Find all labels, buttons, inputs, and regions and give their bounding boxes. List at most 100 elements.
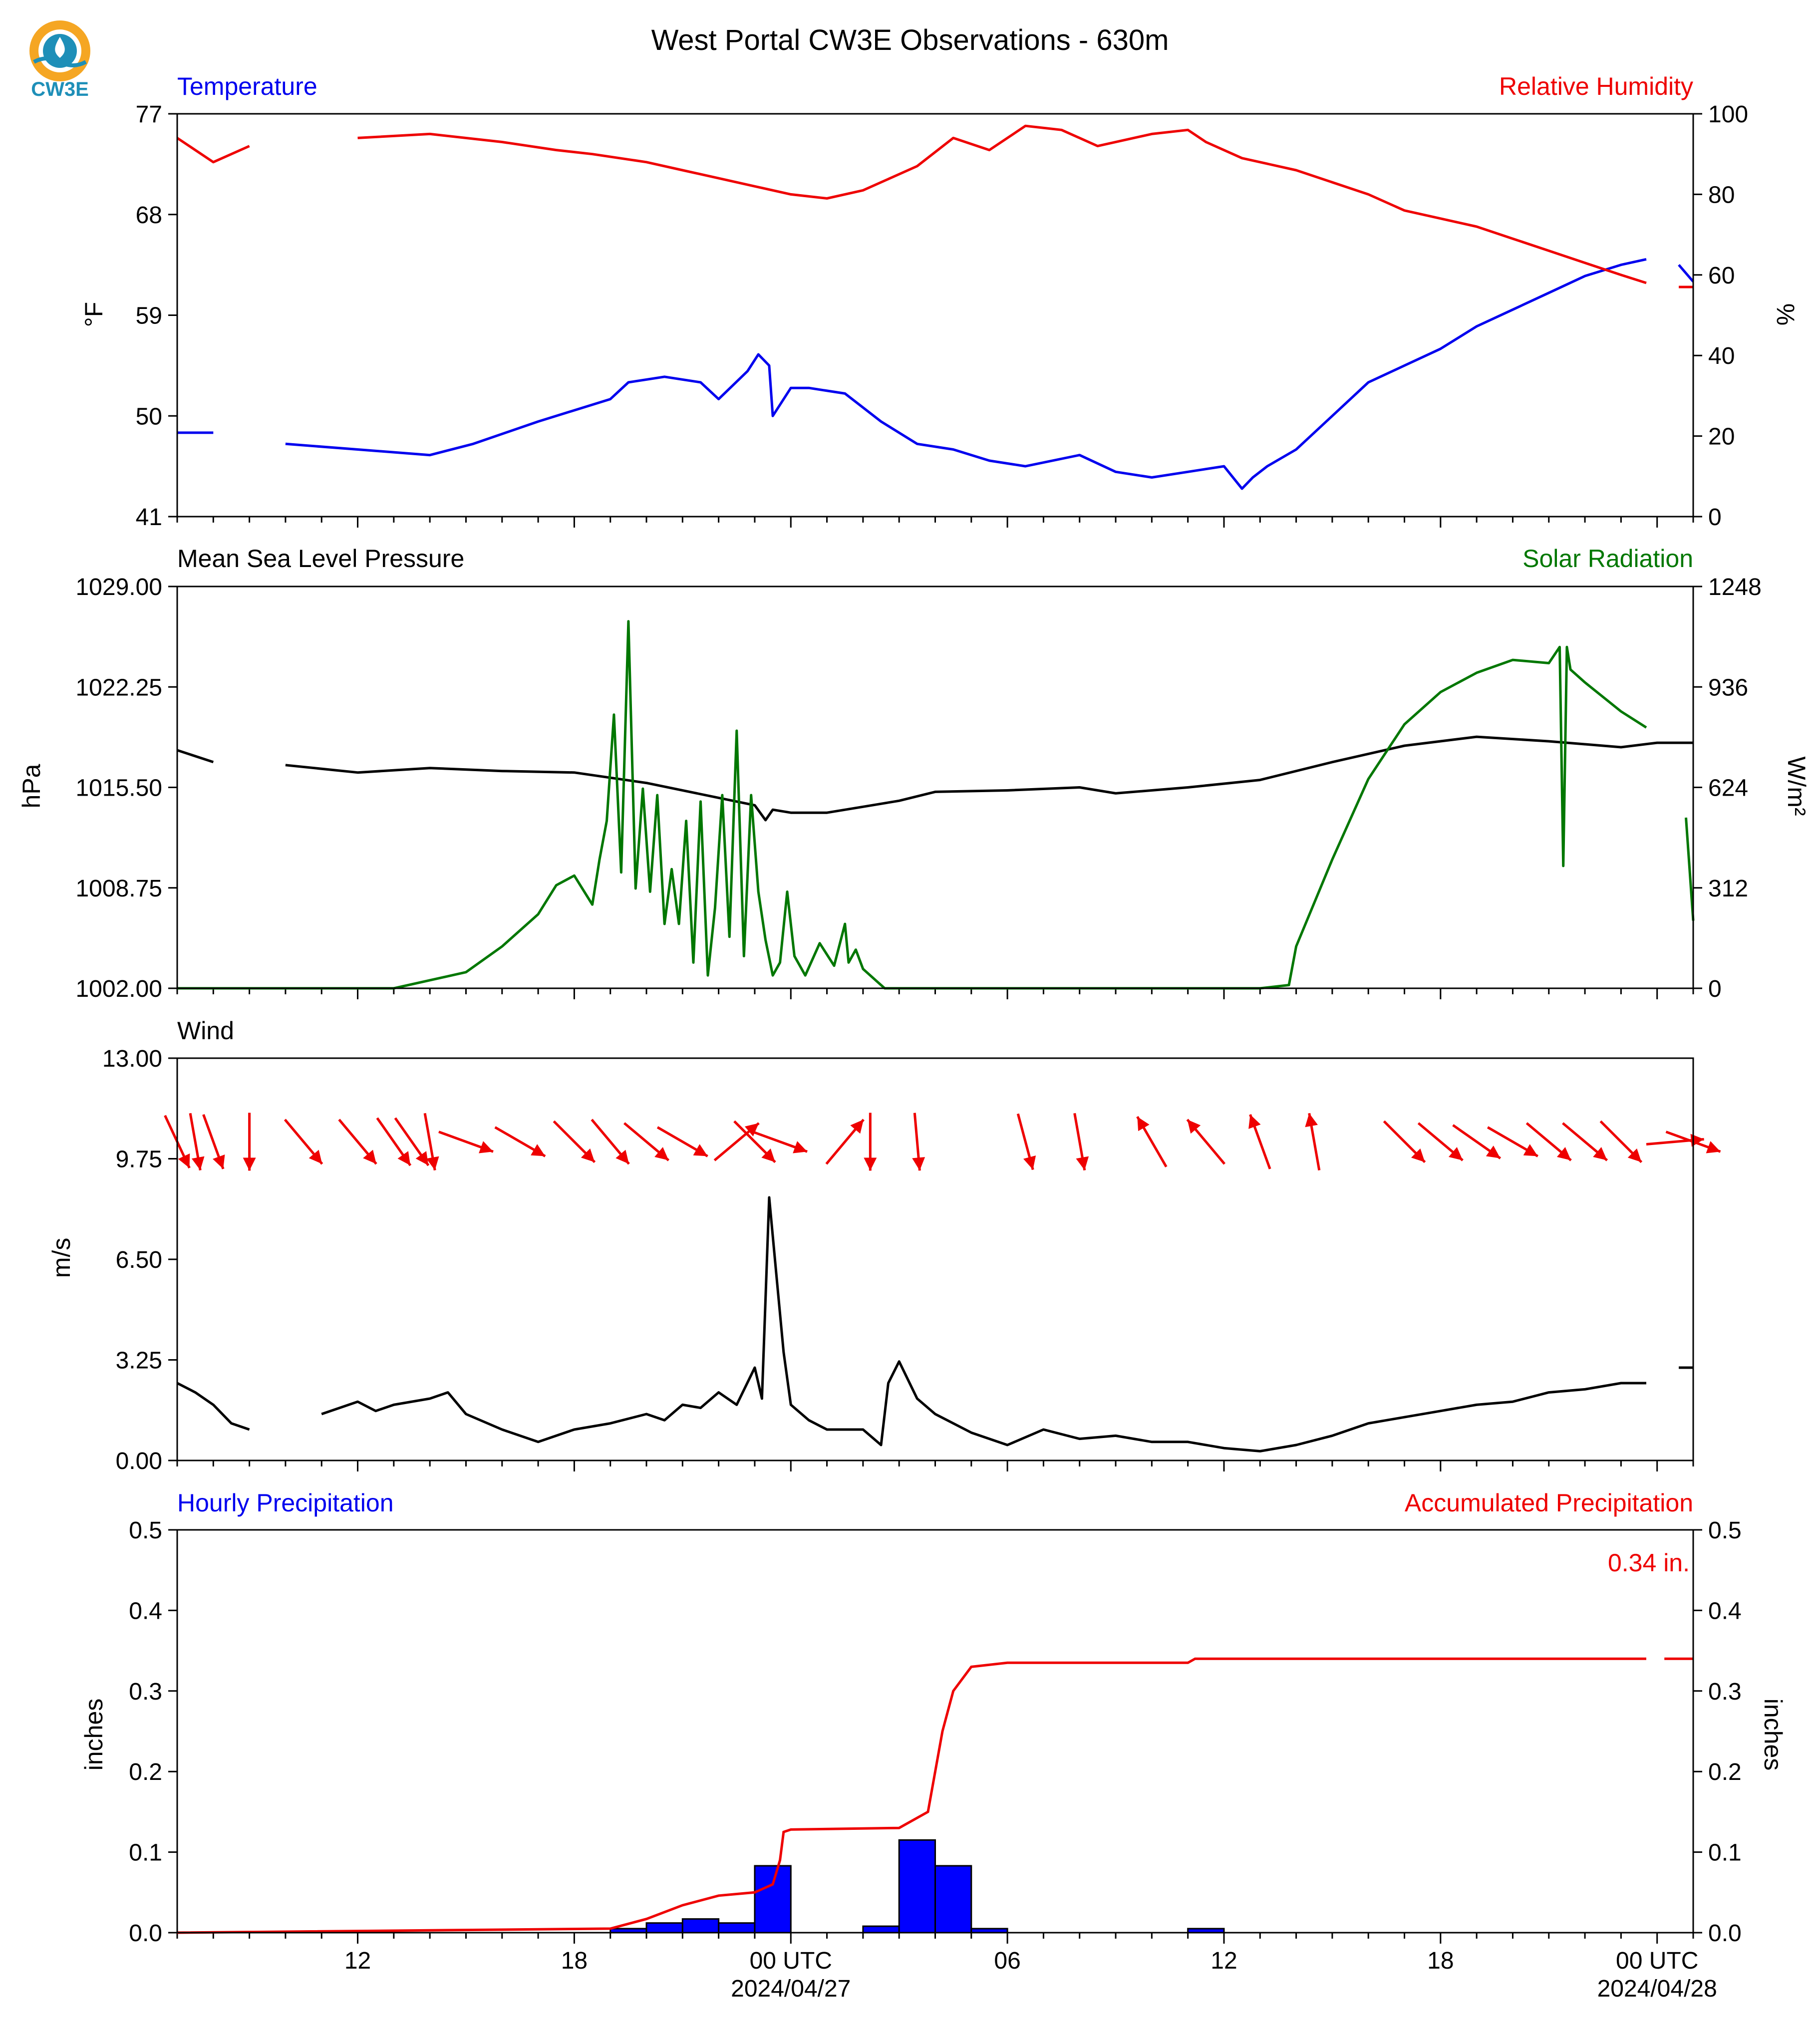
y-tick-label-right: 312 bbox=[1708, 875, 1748, 902]
y-tick-label-right: 0.3 bbox=[1708, 1679, 1742, 1705]
logo-ring bbox=[29, 20, 90, 81]
x-axis-ticks bbox=[176, 1933, 1694, 1944]
wind-arrow-head bbox=[615, 1150, 629, 1164]
y-tick-label: 0.1 bbox=[129, 1840, 162, 1866]
y-tick-label-right: 936 bbox=[1708, 674, 1748, 701]
y-tick-label-right: 0 bbox=[1708, 976, 1722, 1002]
y-tick-label: 1029.00 bbox=[75, 574, 162, 600]
y-tick-label-right: 0.4 bbox=[1708, 1598, 1742, 1624]
x-date-label: 2024/04/28 bbox=[1597, 1976, 1717, 2002]
series-line-temperature bbox=[177, 258, 1694, 490]
precip-y-ticks-right: 0.5 0.4 0.3 0.2 0.1 0.0 bbox=[1693, 1517, 1742, 1947]
wind-arrow bbox=[1248, 1114, 1271, 1169]
series-line-mean-sea-level-pressure bbox=[177, 735, 1693, 822]
x-tick-label: 12 bbox=[344, 1948, 371, 1974]
humidity-axis-label: % bbox=[1772, 303, 1800, 325]
y-tick-label: 68 bbox=[136, 202, 162, 229]
precip-axis-label-right: inches bbox=[1759, 1699, 1787, 1771]
wind-arrow-head bbox=[744, 1123, 759, 1137]
y-tick-label: 1002.00 bbox=[75, 976, 162, 1002]
wind-arrow-head bbox=[1556, 1147, 1571, 1160]
y-tick-label-right: 0.5 bbox=[1708, 1517, 1742, 1544]
wind-arrow-head bbox=[415, 1151, 429, 1165]
wind-arrow bbox=[1383, 1120, 1426, 1163]
wind-arrow bbox=[338, 1119, 377, 1165]
y-tick-label: 9.75 bbox=[116, 1147, 162, 1173]
y-tick-label: 0.5 bbox=[129, 1517, 162, 1544]
wind-arrow-head bbox=[1627, 1148, 1642, 1162]
precip-axis-label: inches bbox=[80, 1699, 108, 1771]
wind-arrow-head bbox=[1023, 1155, 1036, 1170]
wind-arrow bbox=[1136, 1116, 1168, 1167]
precipitation-panel: Hourly Precipitation Accumulated Precipi… bbox=[80, 1489, 1787, 2002]
humidity-title: Relative Humidity bbox=[1499, 72, 1693, 100]
wind-arrow-head bbox=[1187, 1119, 1201, 1134]
series-line-relative-humidity bbox=[176, 124, 1693, 289]
figure-title: West Portal CW3E Observations - 630m bbox=[651, 24, 1169, 56]
y-tick-label: 0.4 bbox=[129, 1598, 162, 1624]
plot-frame bbox=[176, 1529, 1694, 1934]
pressure-solar-panel: Mean Sea Level Pressure Solar Radiation … bbox=[17, 545, 1811, 1002]
y-tick-label: 1022.25 bbox=[75, 674, 162, 701]
wind-arrow-head bbox=[793, 1141, 808, 1154]
wind-arrow bbox=[284, 1119, 323, 1165]
y-tick-label-right: 40 bbox=[1708, 343, 1735, 369]
y-tick-label-right: 60 bbox=[1708, 263, 1735, 289]
wind-arrow bbox=[752, 1131, 808, 1154]
y-tick-label-right: 100 bbox=[1708, 101, 1748, 128]
wind-arrow-head bbox=[1448, 1147, 1463, 1160]
wind-arrow bbox=[202, 1114, 225, 1169]
wind-arrow-head bbox=[912, 1157, 925, 1171]
wind-y-ticks: 13.00 9.75 6.50 3.25 0.00 bbox=[102, 1046, 177, 1474]
wind-arrow bbox=[1016, 1113, 1036, 1170]
humidity-y-ticks: 100 80 60 40 20 0 bbox=[1693, 101, 1748, 531]
wind-arrow-head bbox=[1137, 1117, 1150, 1132]
wind-arrow-head bbox=[1248, 1114, 1261, 1129]
y-tick-label-right: 0.0 bbox=[1708, 1920, 1742, 1947]
wind-arrow-head bbox=[1706, 1141, 1721, 1154]
wind-arrow-head bbox=[178, 1153, 190, 1168]
wind-arrow bbox=[1525, 1122, 1572, 1161]
wind-arrow bbox=[656, 1126, 708, 1158]
precip-bar bbox=[718, 1922, 756, 1934]
wind-arrow bbox=[1305, 1113, 1321, 1170]
y-tick-label-right: 0.1 bbox=[1708, 1840, 1742, 1866]
wind-arrow-head bbox=[1593, 1147, 1607, 1160]
wind-arrow-head bbox=[531, 1144, 546, 1157]
wind-arrows bbox=[164, 1113, 1721, 1171]
wind-arrow-head bbox=[1411, 1148, 1425, 1162]
wind-arrow-head bbox=[864, 1158, 877, 1171]
accum-total-label: 0.34 in. bbox=[1608, 1549, 1690, 1577]
temperature-title: Temperature bbox=[177, 72, 317, 100]
wind-arrow bbox=[623, 1122, 670, 1161]
wind-arrow-head bbox=[654, 1147, 669, 1160]
series-line-solar-radiation bbox=[177, 620, 1695, 990]
wind-arrow-head bbox=[191, 1156, 205, 1170]
wind-arrow bbox=[1452, 1124, 1502, 1159]
wind-arrow-head bbox=[1486, 1146, 1501, 1159]
wind-arrow bbox=[1599, 1120, 1643, 1163]
wind-arrow bbox=[1186, 1119, 1226, 1165]
series-line-wind bbox=[176, 1196, 1693, 1452]
y-tick-label: 0.3 bbox=[129, 1679, 162, 1705]
temperature-humidity-panel: Temperature Relative Humidity °F % 77 68 5… bbox=[80, 72, 1800, 531]
precip-bar bbox=[934, 1865, 972, 1934]
hourly-precip-title: Hourly Precipitation bbox=[177, 1489, 394, 1517]
x-tick-label: 00 UTC bbox=[1616, 1948, 1698, 1974]
wind-arrow bbox=[553, 1120, 596, 1163]
wind-arrow-head bbox=[581, 1148, 595, 1162]
y-tick-label: 3.25 bbox=[116, 1348, 162, 1374]
wind-arrow bbox=[243, 1113, 256, 1171]
wind-arrow bbox=[394, 1117, 430, 1166]
wind-axis-label: m/s bbox=[47, 1238, 75, 1278]
wind-arrow bbox=[376, 1117, 412, 1166]
logo-text: CW3E bbox=[31, 78, 89, 100]
wind-arrow bbox=[1487, 1126, 1538, 1158]
wind-arrow bbox=[438, 1131, 494, 1154]
y-tick-label: 0.2 bbox=[129, 1759, 162, 1785]
pressure-axis-label: hPa bbox=[17, 764, 45, 808]
precip-bar bbox=[681, 1918, 720, 1934]
wind-arrow bbox=[912, 1113, 925, 1171]
y-tick-label: 6.50 bbox=[116, 1247, 162, 1273]
